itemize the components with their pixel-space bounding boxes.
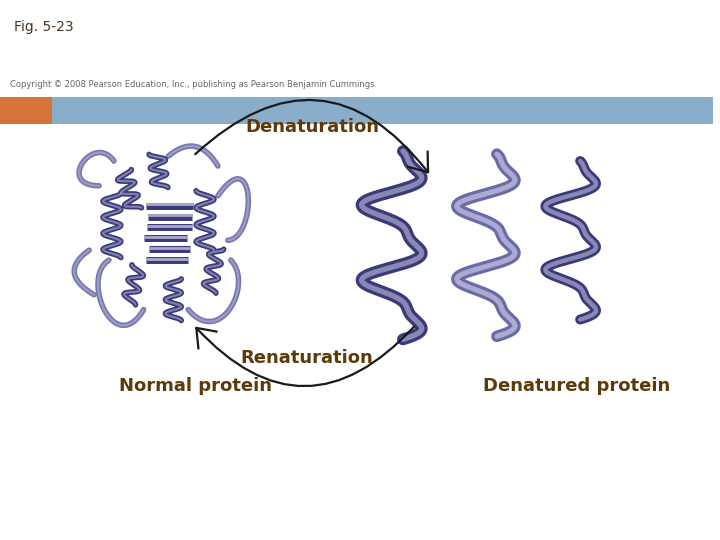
Text: Denatured protein: Denatured protein bbox=[483, 377, 670, 395]
Bar bbox=[0, 97, 52, 124]
Text: Copyright © 2008 Pearson Education, Inc., publishing as Pearson Benjamin Cumming: Copyright © 2008 Pearson Education, Inc.… bbox=[10, 80, 377, 89]
Text: Denaturation: Denaturation bbox=[245, 118, 379, 136]
FancyArrowPatch shape bbox=[195, 100, 428, 172]
Bar bbox=[52, 97, 714, 124]
Text: Normal protein: Normal protein bbox=[119, 377, 272, 395]
FancyArrowPatch shape bbox=[197, 327, 414, 386]
Text: Fig. 5-23: Fig. 5-23 bbox=[14, 21, 73, 35]
Text: Renaturation: Renaturation bbox=[240, 349, 374, 367]
